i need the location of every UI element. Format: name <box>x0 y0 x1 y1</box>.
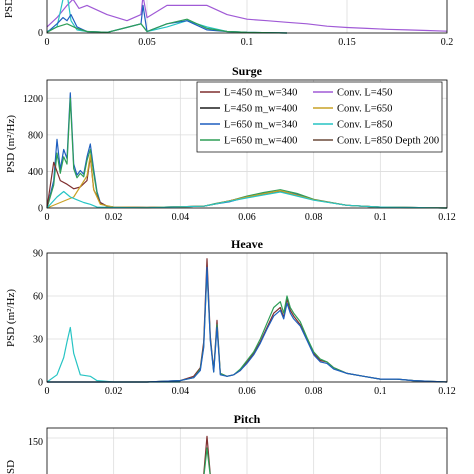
y-tick-heave-0: 0 <box>38 378 43 389</box>
x-tick-surge-5: 0.1 <box>374 212 387 223</box>
legend-label-3: L=650 m_w=400 <box>224 136 297 147</box>
axes-frame-pitch <box>46 427 448 474</box>
x-tick-top-4: 0.2 <box>441 37 454 48</box>
legend-label-1: L=450 m_w=400 <box>224 104 297 115</box>
series-top-l650-340 <box>46 4 288 34</box>
y-label-surge: PSD (m²/Hz) <box>5 115 17 173</box>
y-ticks-surge: 0 400 800 1200 <box>23 94 43 215</box>
x-tick-surge-4: 0.08 <box>305 212 323 223</box>
x-ticks-surge: 0 0.02 0.04 0.06 0.08 0.1 0.12 <box>45 212 456 223</box>
axes-frame-top <box>46 0 448 34</box>
axes-frame-heave <box>46 252 448 383</box>
panel-heave: Heave 0 0.02 0.04 0.06 0.08 0.1 0.12 0 30 60 90 P… <box>5 237 456 397</box>
y-label-heave: PSD (m²/Hz) <box>5 289 17 347</box>
y-tick-top-0: 0 <box>38 28 43 39</box>
surge-title: Surge <box>232 64 263 78</box>
legend-label-7: Conv. L=850 Depth 200 <box>337 136 439 147</box>
y-tick-surge-3: 1200 <box>23 94 43 105</box>
x-ticks-top: 0 0.05 0.1 0.15 0.2 <box>45 37 454 48</box>
legend-label-6: Conv. L=850 <box>337 120 392 131</box>
y-label-pitch: PSD <box>5 460 17 474</box>
x-tick-surge-2: 0.04 <box>172 212 190 223</box>
legend: L=450 m_w=340 L=450 m_w=400 L=650 m_w=340 L… <box>196 81 443 153</box>
x-tick-top-0: 0 <box>45 37 50 48</box>
pitch-title: Pitch <box>234 412 261 426</box>
legend-items: L=450 m_w=340 L=450 m_w=400 L=650 m_w=340 L… <box>200 88 439 147</box>
y-tick-heave-2: 60 <box>33 292 43 303</box>
y-tick-heave-1: 30 <box>33 335 43 346</box>
x-tick-heave-2: 0.04 <box>172 386 190 397</box>
series-pitch-l650-400 <box>203 447 211 474</box>
legend-label-0: L=450 m_w=340 <box>224 88 297 99</box>
x-tick-surge-1: 0.02 <box>105 212 123 223</box>
series-pitch <box>203 435 211 474</box>
y-tick-pitch-150: 150 <box>28 437 43 448</box>
x-tick-heave-0: 0 <box>45 386 50 397</box>
panel-pitch: Pitch 150 PSD <box>5 412 448 474</box>
y-tick-heave-3: 90 <box>33 249 43 260</box>
y-tick-surge-0: 0 <box>38 204 43 215</box>
x-tick-top-1: 0.05 <box>138 37 156 48</box>
y-ticks-heave: 0 30 60 90 <box>33 249 43 389</box>
series-heave-l650-340 <box>47 266 448 383</box>
legend-label-2: L=650 m_w=340 <box>224 120 297 131</box>
x-tick-heave-6: 0.12 <box>438 386 456 397</box>
x-tick-surge-6: 0.12 <box>438 212 456 223</box>
grid-top <box>46 0 448 33</box>
x-ticks-heave: 0 0.02 0.04 0.06 0.08 0.1 0.12 <box>45 386 456 397</box>
y-tick-surge-1: 400 <box>28 167 43 178</box>
panel-surge: Surge 0 0.02 0.04 0.06 0.08 0.1 0.12 0 400 800 12… <box>5 64 456 223</box>
legend-label-4: Conv. L=450 <box>337 88 392 99</box>
series-pitch-l450-340 <box>203 435 211 474</box>
x-tick-top-2: 0.1 <box>241 37 254 48</box>
grid-pitch <box>47 428 447 474</box>
x-tick-surge-0: 0 <box>45 212 50 223</box>
x-tick-surge-3: 0.06 <box>238 212 256 223</box>
series-top <box>46 0 448 34</box>
x-tick-heave-5: 0.1 <box>374 386 387 397</box>
series-top-conv450 <box>46 0 448 32</box>
axes-frame-surge <box>46 79 448 209</box>
panel-top-psd: 0 0.05 0.1 0.15 0.2 0 PSD <box>3 0 453 48</box>
x-tick-heave-3: 0.06 <box>238 386 256 397</box>
series-top-l650-400 <box>46 18 288 34</box>
x-tick-heave-1: 0.02 <box>105 386 123 397</box>
heave-title: Heave <box>231 237 264 251</box>
y-tick-surge-2: 800 <box>28 130 43 141</box>
legend-label-5: Conv. L=650 <box>337 104 392 115</box>
x-tick-top-3: 0.15 <box>338 37 356 48</box>
y-label-top: PSD <box>3 0 15 18</box>
x-tick-heave-4: 0.08 <box>305 386 323 397</box>
